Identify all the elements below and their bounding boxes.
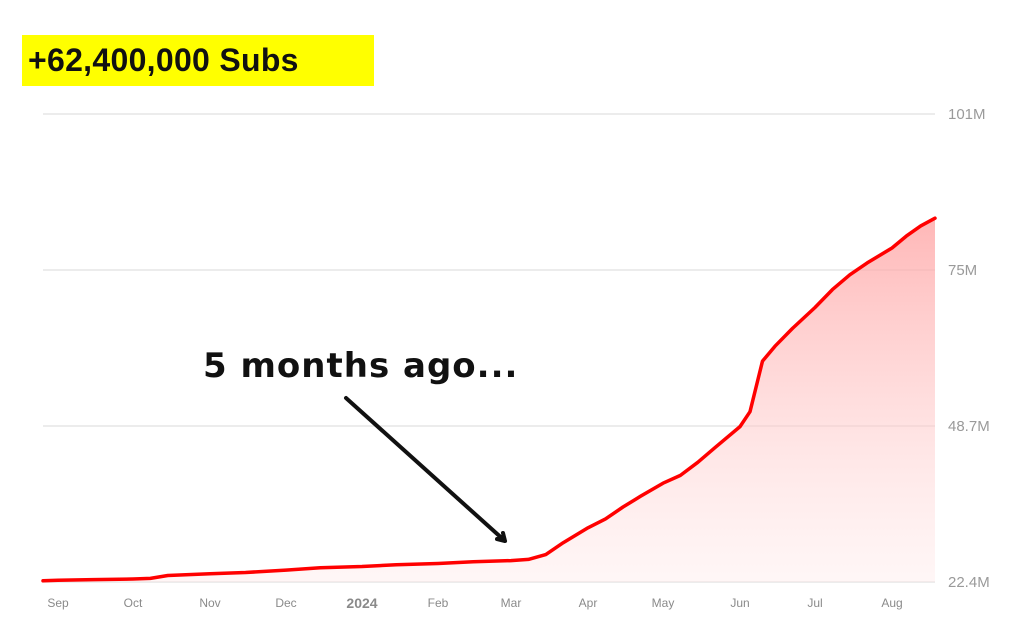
- x-tick-label: Jun: [730, 596, 749, 610]
- series-line: [41, 216, 937, 583]
- x-tick-label: Dec: [275, 596, 296, 610]
- x-tick-label: Mar: [501, 596, 522, 610]
- x-tick-label: Oct: [124, 596, 143, 610]
- x-tick-label: 2024: [346, 595, 377, 611]
- y-tick-label: 75M: [948, 262, 977, 279]
- y-tick-label: 101M: [948, 106, 986, 123]
- x-tick-label: Aug: [881, 596, 902, 610]
- x-tick-label: Sep: [47, 596, 69, 610]
- x-tick-label: May: [652, 596, 675, 610]
- x-tick-label: Apr: [579, 596, 598, 610]
- x-tick-label: Jul: [807, 596, 822, 610]
- headline-text: +62,400,000 Subs: [28, 42, 299, 78]
- annotation-text: 5 months ago...: [203, 346, 518, 386]
- y-axis-labels: 101M 75M 48.7M 22.4M: [948, 106, 990, 591]
- y-tick-label: 48.7M: [948, 418, 990, 435]
- x-tick-label: Feb: [428, 596, 449, 610]
- headline-badge: +62,400,000 Subs: [22, 35, 374, 86]
- y-tick-label: 22.4M: [948, 574, 990, 591]
- annotation-arrow: [344, 396, 507, 543]
- x-axis-labels: Sep Oct Nov Dec 2024 Feb Mar Apr May Jun Jul Aug: [47, 595, 902, 611]
- x-tick-label: Nov: [199, 596, 220, 610]
- area-fill: [43, 218, 935, 582]
